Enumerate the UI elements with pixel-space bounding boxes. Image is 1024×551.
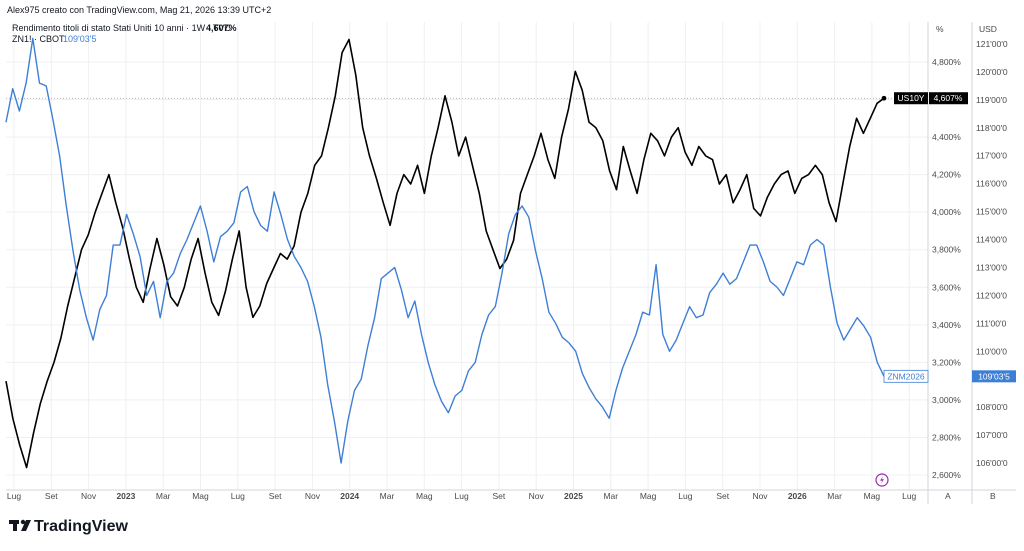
- x-tick-label: Mar: [380, 491, 395, 501]
- x-tick-label: 2024: [340, 491, 359, 501]
- scale-button-a[interactable]: A: [945, 491, 951, 501]
- x-tick-label: 2023: [116, 491, 135, 501]
- znm2026-name-tag: [883, 369, 929, 383]
- right-tick-label: 112'00'0: [976, 290, 1007, 300]
- tradingview-logo: TradingView: [9, 518, 129, 535]
- x-tick-label: Mag: [416, 491, 433, 501]
- us10y-value-tag: [929, 92, 968, 105]
- right-tick-label: 120'00'0: [976, 67, 1008, 77]
- x-tick-label: Set: [45, 491, 58, 501]
- x-tick-label: 2025: [564, 491, 583, 501]
- left-tick-label: 4,000%: [932, 207, 961, 217]
- x-tick-label: Mag: [864, 491, 881, 501]
- x-tick-label: Mar: [156, 491, 171, 501]
- znm2026-line: [5, 37, 885, 464]
- series2-legend-value: 109'03'5: [63, 34, 96, 44]
- x-tick-label: Lug: [7, 491, 21, 501]
- us10y-value-tag-text: 4,607%: [934, 93, 963, 103]
- right-tick-label: 119'00'0: [976, 95, 1007, 105]
- x-tick-label: Lug: [231, 491, 245, 501]
- left-tick-label: 2,600%: [932, 470, 961, 480]
- right-tick-label: 114'00'0: [976, 235, 1007, 245]
- x-tick-label: Mag: [640, 491, 657, 501]
- us10y-line: [5, 38, 885, 469]
- x-tick-label: Mar: [827, 491, 842, 501]
- right-tick-label: 117'00'0: [976, 151, 1007, 161]
- znm2026-value-tag-text: 109'03'5: [978, 371, 1010, 381]
- x-tick-label: Set: [716, 491, 729, 501]
- left-axis-ticks[interactable]: 4,800%4,600%4,400%4,200%4,000%3,800%3,60…: [932, 57, 961, 480]
- right-tick-label: 116'00'0: [976, 179, 1007, 189]
- left-tick-label: 3,200%: [932, 357, 961, 367]
- x-tick-label: Nov: [529, 491, 545, 501]
- right-tick-label: 118'00'0: [976, 123, 1007, 133]
- left-tick-label: 4,400%: [932, 132, 961, 142]
- x-tick-label: Lug: [455, 491, 469, 501]
- left-tick-label: 3,400%: [932, 320, 961, 330]
- us10y-name-tag: [894, 92, 928, 105]
- znm2026-name-tag-text: ZNM2026: [887, 371, 925, 381]
- us10y-last-point: [881, 95, 887, 101]
- right-tick-label: 111'00'0: [976, 318, 1007, 328]
- left-tick-label: 4,200%: [932, 170, 961, 180]
- x-tick-label: Lug: [902, 491, 916, 501]
- x-tick-label: Set: [269, 491, 282, 501]
- lightning-icon[interactable]: [875, 473, 889, 487]
- series2-legend-label[interactable]: ZN1! · CBOT: [12, 34, 65, 44]
- series-lines: [5, 37, 887, 469]
- znm2026-value-tag: [972, 370, 1016, 383]
- right-axis-unit: USD: [979, 24, 997, 34]
- x-tick-label: Nov: [752, 491, 768, 501]
- x-tick-label: Mar: [603, 491, 618, 501]
- price-labels: US10Y 4,607% ZNM2026 109'03'5: [883, 92, 1016, 383]
- x-tick-label: 2026: [788, 491, 807, 501]
- right-tick-label: 115'00'0: [976, 207, 1007, 217]
- right-tick-label: 110'00'0: [976, 346, 1007, 356]
- tradingview-logo-text: TradingView: [34, 518, 129, 535]
- right-tick-label: 121'00'0: [976, 39, 1008, 49]
- series1-legend-value: 4,607%: [206, 23, 237, 33]
- x-axis-ticks[interactable]: Lug Set Nov 2023 Mar Mag Lug Set Nov 2024 Mar Mag Lu…: [7, 491, 917, 501]
- author-line: Alex975 creato con TradingView.com, Mag …: [7, 5, 271, 15]
- left-tick-label: 3,800%: [932, 245, 961, 255]
- scale-button-b[interactable]: B: [990, 491, 996, 501]
- left-tick-label: 2,800%: [932, 432, 961, 442]
- x-tick-label: Mag: [192, 491, 209, 501]
- right-tick-label: 108'00'0: [976, 402, 1008, 412]
- left-tick-label: 3,000%: [932, 395, 961, 405]
- x-tick-label: Nov: [305, 491, 321, 501]
- left-axis-unit: %: [936, 24, 944, 34]
- series1-legend-label[interactable]: Rendimento titoli di stato Stati Uniti 1…: [12, 23, 231, 33]
- tradingview-logo-icon: [9, 519, 31, 531]
- left-tick-label: 3,600%: [932, 282, 961, 292]
- right-tick-label: 107'00'0: [976, 430, 1008, 440]
- right-tick-label: 113'00'0: [976, 262, 1007, 272]
- us10y-name-tag-text: US10Y: [898, 93, 925, 103]
- right-tick-label: 106'00'0: [976, 458, 1008, 468]
- x-tick-label: Lug: [678, 491, 692, 501]
- x-tick-label: Set: [493, 491, 506, 501]
- x-tick-label: Nov: [81, 491, 97, 501]
- left-tick-label: 4,800%: [932, 57, 961, 67]
